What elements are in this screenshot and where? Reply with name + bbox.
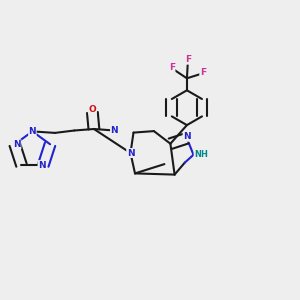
Text: F: F [200, 68, 206, 77]
Text: O: O [88, 105, 96, 114]
Text: N: N [110, 126, 118, 135]
Text: N: N [28, 127, 36, 136]
Text: NH: NH [194, 150, 208, 159]
Text: N: N [127, 148, 134, 158]
Text: N: N [13, 140, 21, 149]
Text: N: N [183, 132, 191, 141]
Text: F: F [169, 63, 175, 72]
Text: N: N [38, 160, 46, 169]
Text: F: F [185, 55, 191, 64]
